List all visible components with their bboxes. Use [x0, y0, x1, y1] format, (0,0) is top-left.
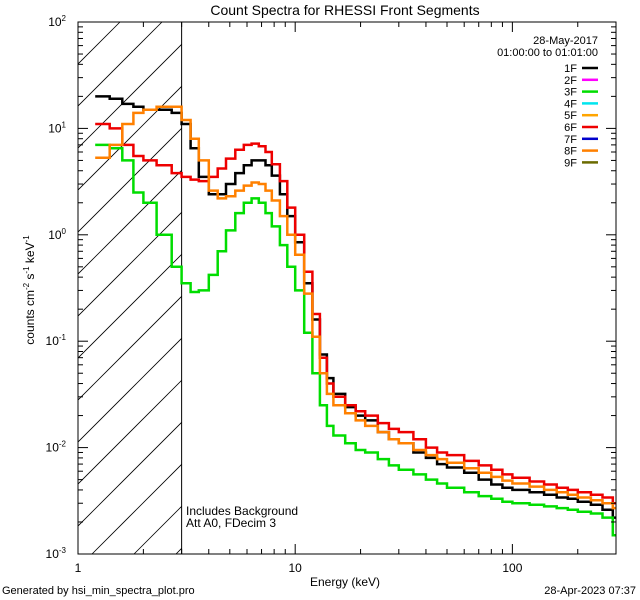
series-8f — [95, 105, 616, 510]
x-axis-label: Energy (keV) — [310, 575, 380, 589]
series-3f — [95, 143, 616, 537]
series-6f — [95, 122, 616, 505]
observation-date: 28-May-2017 — [533, 35, 598, 47]
hatch-line — [78, 169, 182, 275]
footer-timestamp: 28-Apr-2023 07:37 — [544, 585, 636, 597]
x-tick-label: 10 — [289, 561, 303, 575]
y-tick-labels: 10-3 10-2 10-1 100 101 102 — [46, 14, 67, 561]
legend-label-9f: 9F — [564, 157, 577, 169]
footer-generated-by: Generated by hsi_min_spectra_plot.pro — [2, 585, 195, 597]
legend-label-3f: 3F — [564, 87, 577, 99]
hatch-line — [78, 127, 182, 233]
time-range: 01:00:00 to 01:01:00 — [497, 47, 598, 59]
x-tick-label: 1 — [75, 561, 82, 575]
legend-label-2f: 2F — [564, 75, 577, 87]
hatch-line — [78, 211, 182, 317]
x-tick-labels: 1 10 100 — [75, 561, 523, 575]
hatch-line — [78, 22, 79, 23]
legend-label-4f: 4F — [564, 98, 577, 110]
hatched-region — [78, 22, 182, 554]
hatch-line — [78, 379, 182, 485]
hatch-line — [78, 253, 182, 359]
annotation-background: Includes Background — [186, 504, 298, 518]
hatch-line — [91, 463, 182, 554]
legend-label-1f: 1F — [564, 63, 577, 75]
legend-label-7f: 7F — [564, 134, 577, 146]
y-tick-label: 102 — [48, 14, 66, 29]
y-tick-label: 100 — [48, 227, 66, 242]
legend-label-8f: 8F — [564, 146, 577, 158]
legend-label-6f: 6F — [564, 122, 577, 134]
x-tick-label: 100 — [502, 561, 522, 575]
hatch-line — [78, 43, 182, 149]
axis-ticks — [77, 22, 617, 555]
series-group — [95, 95, 616, 537]
y-tick-label: 101 — [48, 120, 66, 135]
plot-frame — [77, 21, 617, 555]
y-tick-label: 10-3 — [46, 546, 67, 561]
y-axis-label: counts cm-2 s-1 keV-1 — [22, 235, 37, 345]
hatch-line — [78, 421, 182, 527]
legend-label-5f: 5F — [564, 110, 577, 122]
y-tick-label: 10-1 — [46, 333, 67, 348]
annotation-attenuator: Att A0, FDecim 3 — [186, 516, 276, 530]
hatch-line — [78, 295, 182, 401]
chart-title: Count Spectra for RHESSI Front Segments — [210, 2, 479, 18]
series-1f — [95, 95, 616, 519]
y-tick-label: 10-2 — [46, 440, 67, 455]
hatch-line — [78, 22, 121, 65]
